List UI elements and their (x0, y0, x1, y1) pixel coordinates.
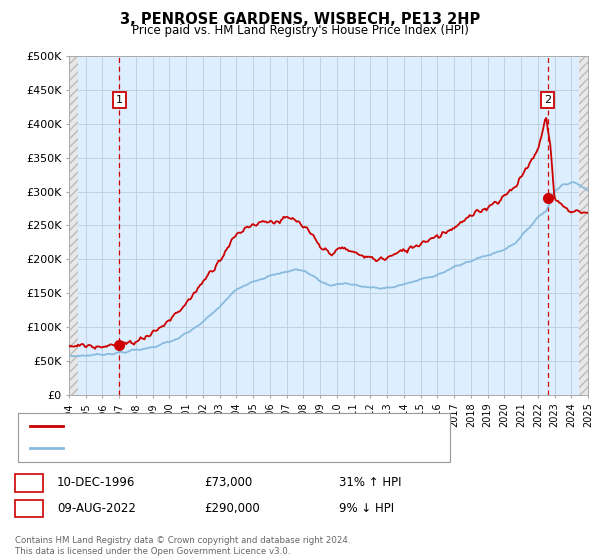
Text: £290,000: £290,000 (204, 502, 260, 515)
Text: 3, PENROSE GARDENS, WISBECH, PE13 2HP (detached house): 3, PENROSE GARDENS, WISBECH, PE13 2HP (d… (69, 422, 409, 431)
Text: 2: 2 (544, 95, 551, 105)
Bar (579, 56, 588, 395)
Text: 9% ↓ HPI: 9% ↓ HPI (339, 502, 394, 515)
Text: Price paid vs. HM Land Registry's House Price Index (HPI): Price paid vs. HM Land Registry's House … (131, 24, 469, 36)
Text: 1: 1 (116, 95, 123, 105)
Text: 10-DEC-1996: 10-DEC-1996 (57, 476, 136, 489)
Text: 31% ↑ HPI: 31% ↑ HPI (339, 476, 401, 489)
Text: 2: 2 (25, 502, 32, 515)
Text: HPI: Average price, detached house, Fenland: HPI: Average price, detached house, Fenl… (69, 444, 314, 454)
Bar (69, 56, 78, 395)
Text: Contains HM Land Registry data © Crown copyright and database right 2024.
This d: Contains HM Land Registry data © Crown c… (15, 536, 350, 556)
Text: 3, PENROSE GARDENS, WISBECH, PE13 2HP: 3, PENROSE GARDENS, WISBECH, PE13 2HP (120, 12, 480, 27)
Text: 09-AUG-2022: 09-AUG-2022 (57, 502, 136, 515)
Text: 1: 1 (25, 476, 32, 489)
Text: £73,000: £73,000 (204, 476, 252, 489)
